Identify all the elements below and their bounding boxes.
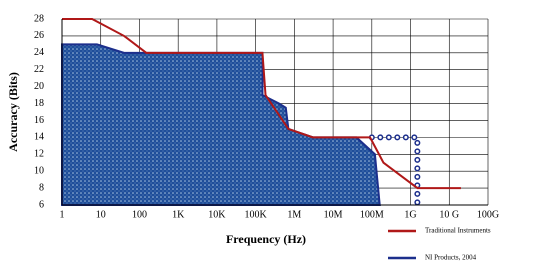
y-tick-label: 16 <box>34 115 44 126</box>
y-tick-label: 8 <box>39 182 44 193</box>
x-tick-label: 100M <box>360 209 384 220</box>
x-tick-label: 100K <box>245 209 268 220</box>
y-axis-label: Accuracy (Bits) <box>6 72 20 152</box>
y-tick-label: 18 <box>34 98 44 109</box>
y-tick-label: 26 <box>34 30 44 41</box>
legend-label: Traditional Instruments <box>425 227 491 235</box>
x-tick-label: 10M <box>324 209 343 220</box>
x-tick-label: 10 <box>96 209 106 220</box>
x-tick-label: 10 G <box>439 209 459 220</box>
y-tick-label: 6 <box>39 199 44 210</box>
area <box>61 43 381 206</box>
y-tick-label: 28 <box>34 13 44 24</box>
x-tick-label: 1 <box>60 209 65 220</box>
x-tick-label: 1G <box>404 209 416 220</box>
y-tick-label: 20 <box>34 81 44 92</box>
y-tick-label: 12 <box>34 149 44 160</box>
dotted-line <box>368 134 421 208</box>
line <box>62 18 461 190</box>
y-tick-label: 22 <box>34 64 44 75</box>
y-tick-label: 14 <box>34 132 44 143</box>
x-tick-label: 100 <box>132 209 147 220</box>
y-tick-label: 10 <box>34 165 44 176</box>
x-tick-label: 1K <box>172 209 185 220</box>
x-tick-label: 1M <box>287 209 301 220</box>
x-tick-label: 100G <box>477 209 499 220</box>
x-tick-label: 10K <box>208 209 226 220</box>
legend-label: NI Products, 2004 <box>425 254 477 262</box>
x-axis-label: Frequency (Hz) <box>226 232 306 246</box>
y-tick-label: 24 <box>34 47 44 58</box>
